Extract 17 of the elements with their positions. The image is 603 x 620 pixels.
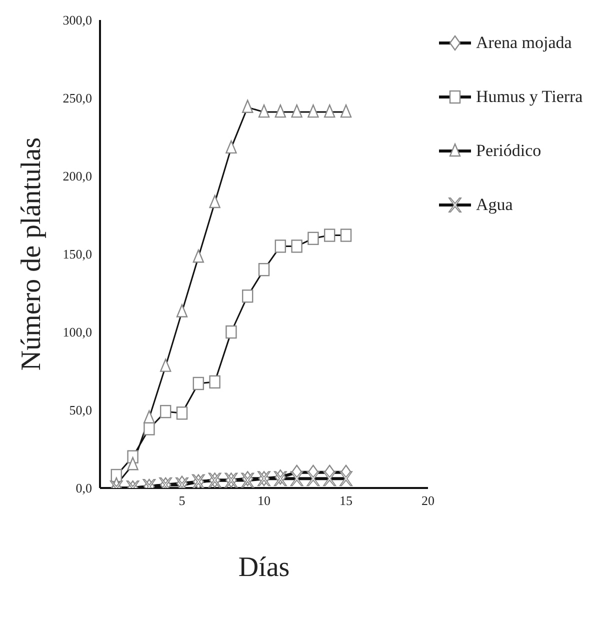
legend-label: Periódico [476,141,542,161]
legend-label: Humus y Tierra [476,87,583,107]
legend-label: Arena mojada [476,33,572,53]
legend-label: Agua [476,195,513,215]
y-tick-label: 0,0 [76,480,92,496]
x-tick-label: 5 [178,493,186,508]
y-axis-title: Número de plántulas [16,137,47,371]
x-tick-label: 10 [258,493,270,508]
y-tick-label: 150,0 [62,246,92,262]
x-axis-title: Días [238,552,290,583]
y-tick-label: 200,0 [62,168,92,184]
y-tick-label: 250,0 [62,90,92,106]
y-tick-label: 300,0 [62,12,92,28]
y-tick-label: 100,0 [62,324,92,340]
x-tick-label: 20 [422,493,434,508]
y-tick-label: 50,0 [69,402,92,418]
x-tick-label: 15 [340,493,352,508]
